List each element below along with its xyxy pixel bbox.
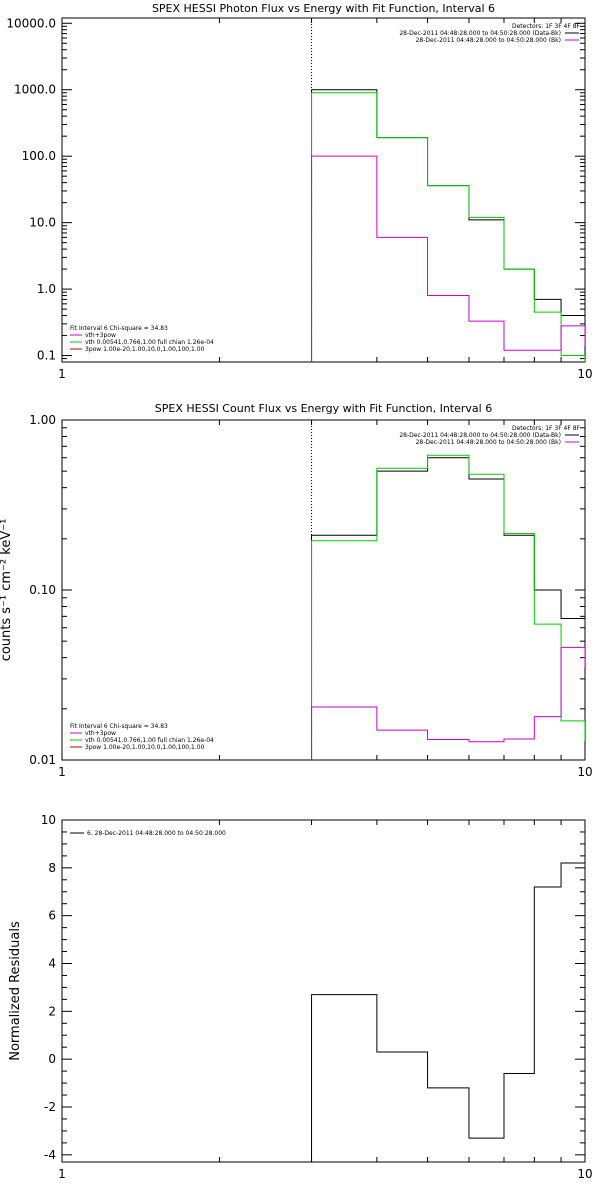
y-tick-label: -2 [44,1100,56,1114]
series-line-1 [311,862,585,1162]
y-tick-label: 0.10 [29,583,56,597]
legend-entry: 28-Dec-2011 04:48:28.000 to 04:50:28.000… [416,37,561,44]
chart-panel-3: 1 10 -4 -2 0 2 4 6 8 10 Normalized Residuals 6. 28-… [8,813,593,1181]
x-tick-label: 1 [58,367,66,381]
series-line-2 [311,454,585,760]
series-line-3 [311,155,585,362]
fit-function-label: 3pow 1.00e-20,1.00,10.0,1.00,100,1.00 [85,346,205,353]
y-tick-label: 100.0 [22,149,56,163]
x-tick-label: 10 [577,765,592,779]
y-tick-label: 10.0 [29,216,56,230]
legend-entry: 28-Dec-2011 04:48:28.000 to 04:50:28.000… [416,439,561,446]
legend-entry: 6. 28-Dec-2011 04:48:28.000 to 04:50:28.… [87,830,226,837]
y-tick-label: 0.1 [37,349,56,363]
legend-header: Detectors: 1F 3F 4F 8F [512,23,581,30]
y-tick-label: 6 [48,909,56,923]
y-tick-label: 1000.0 [14,83,56,97]
fit-function-label: vth+3pow [85,332,116,339]
fit-info: Fit Interval 6 Chi-square = 34.83 [70,325,168,332]
fit-function-label: 3pow 1.00e-20,1.00,10.0,1.00,100,1.00 [85,744,205,751]
y-tick-label: 10 [41,813,56,827]
series-line-3 [311,646,585,760]
series-line-1 [311,457,585,760]
legend-entry: 28-Dec-2011 04:48:28.000 to 04:50:28.000… [399,30,561,37]
plot-frame [61,419,586,761]
legend-entry: 28-Dec-2011 04:48:28.000 to 04:50:28.000… [399,432,561,439]
y-tick-label: 8 [48,861,56,875]
y-tick-label: 2 [48,1004,56,1018]
fit-function-label: vth 0.00541,0.766,1.00 full chian 1.26e-… [85,737,214,744]
y-tick-label: 10000.0 [6,16,56,30]
y-tick-label: -4 [44,1148,56,1162]
y-tick-label: 1.00 [29,413,56,427]
chart-panel-2: SPEX HESSI Count Flux vs Energy with Fit… [0,402,593,779]
fit-function-label: vth 0.00541,0.766,1.00 full chian 1.26e-… [85,339,214,346]
x-tick-label: 10 [577,367,592,381]
x-tick-label: 1 [58,1167,66,1181]
y-tick-label: 0.01 [29,753,56,767]
y-axis-label: Normalized Residuals [8,921,23,1061]
fit-info: Fit Interval 6 Chi-square = 34.83 [70,723,168,730]
plot-frame [61,819,586,1163]
y-tick-label: 1.0 [37,282,56,296]
chart-panel-1: SPEX HESSI Photon Flux vs Energy with Fi… [6,2,592,381]
x-tick-label: 1 [58,765,66,779]
chart-title: SPEX HESSI Count Flux vs Energy with Fit… [155,402,492,415]
x-tick-label: 10 [577,1167,592,1181]
y-axis-label: counts s⁻¹ cm⁻² keV⁻¹ [0,519,14,662]
plot-frame [61,17,586,363]
series-line-2 [311,92,585,362]
chart-title: SPEX HESSI Photon Flux vs Energy with Fi… [152,2,495,15]
legend-header: Detectors: 1F 3F 4F 8F [512,425,581,432]
y-tick-label: 0 [48,1052,56,1066]
series-line-1 [311,89,585,362]
y-tick-label: 4 [48,956,56,970]
fit-function-label: vth+3pow [85,730,116,737]
